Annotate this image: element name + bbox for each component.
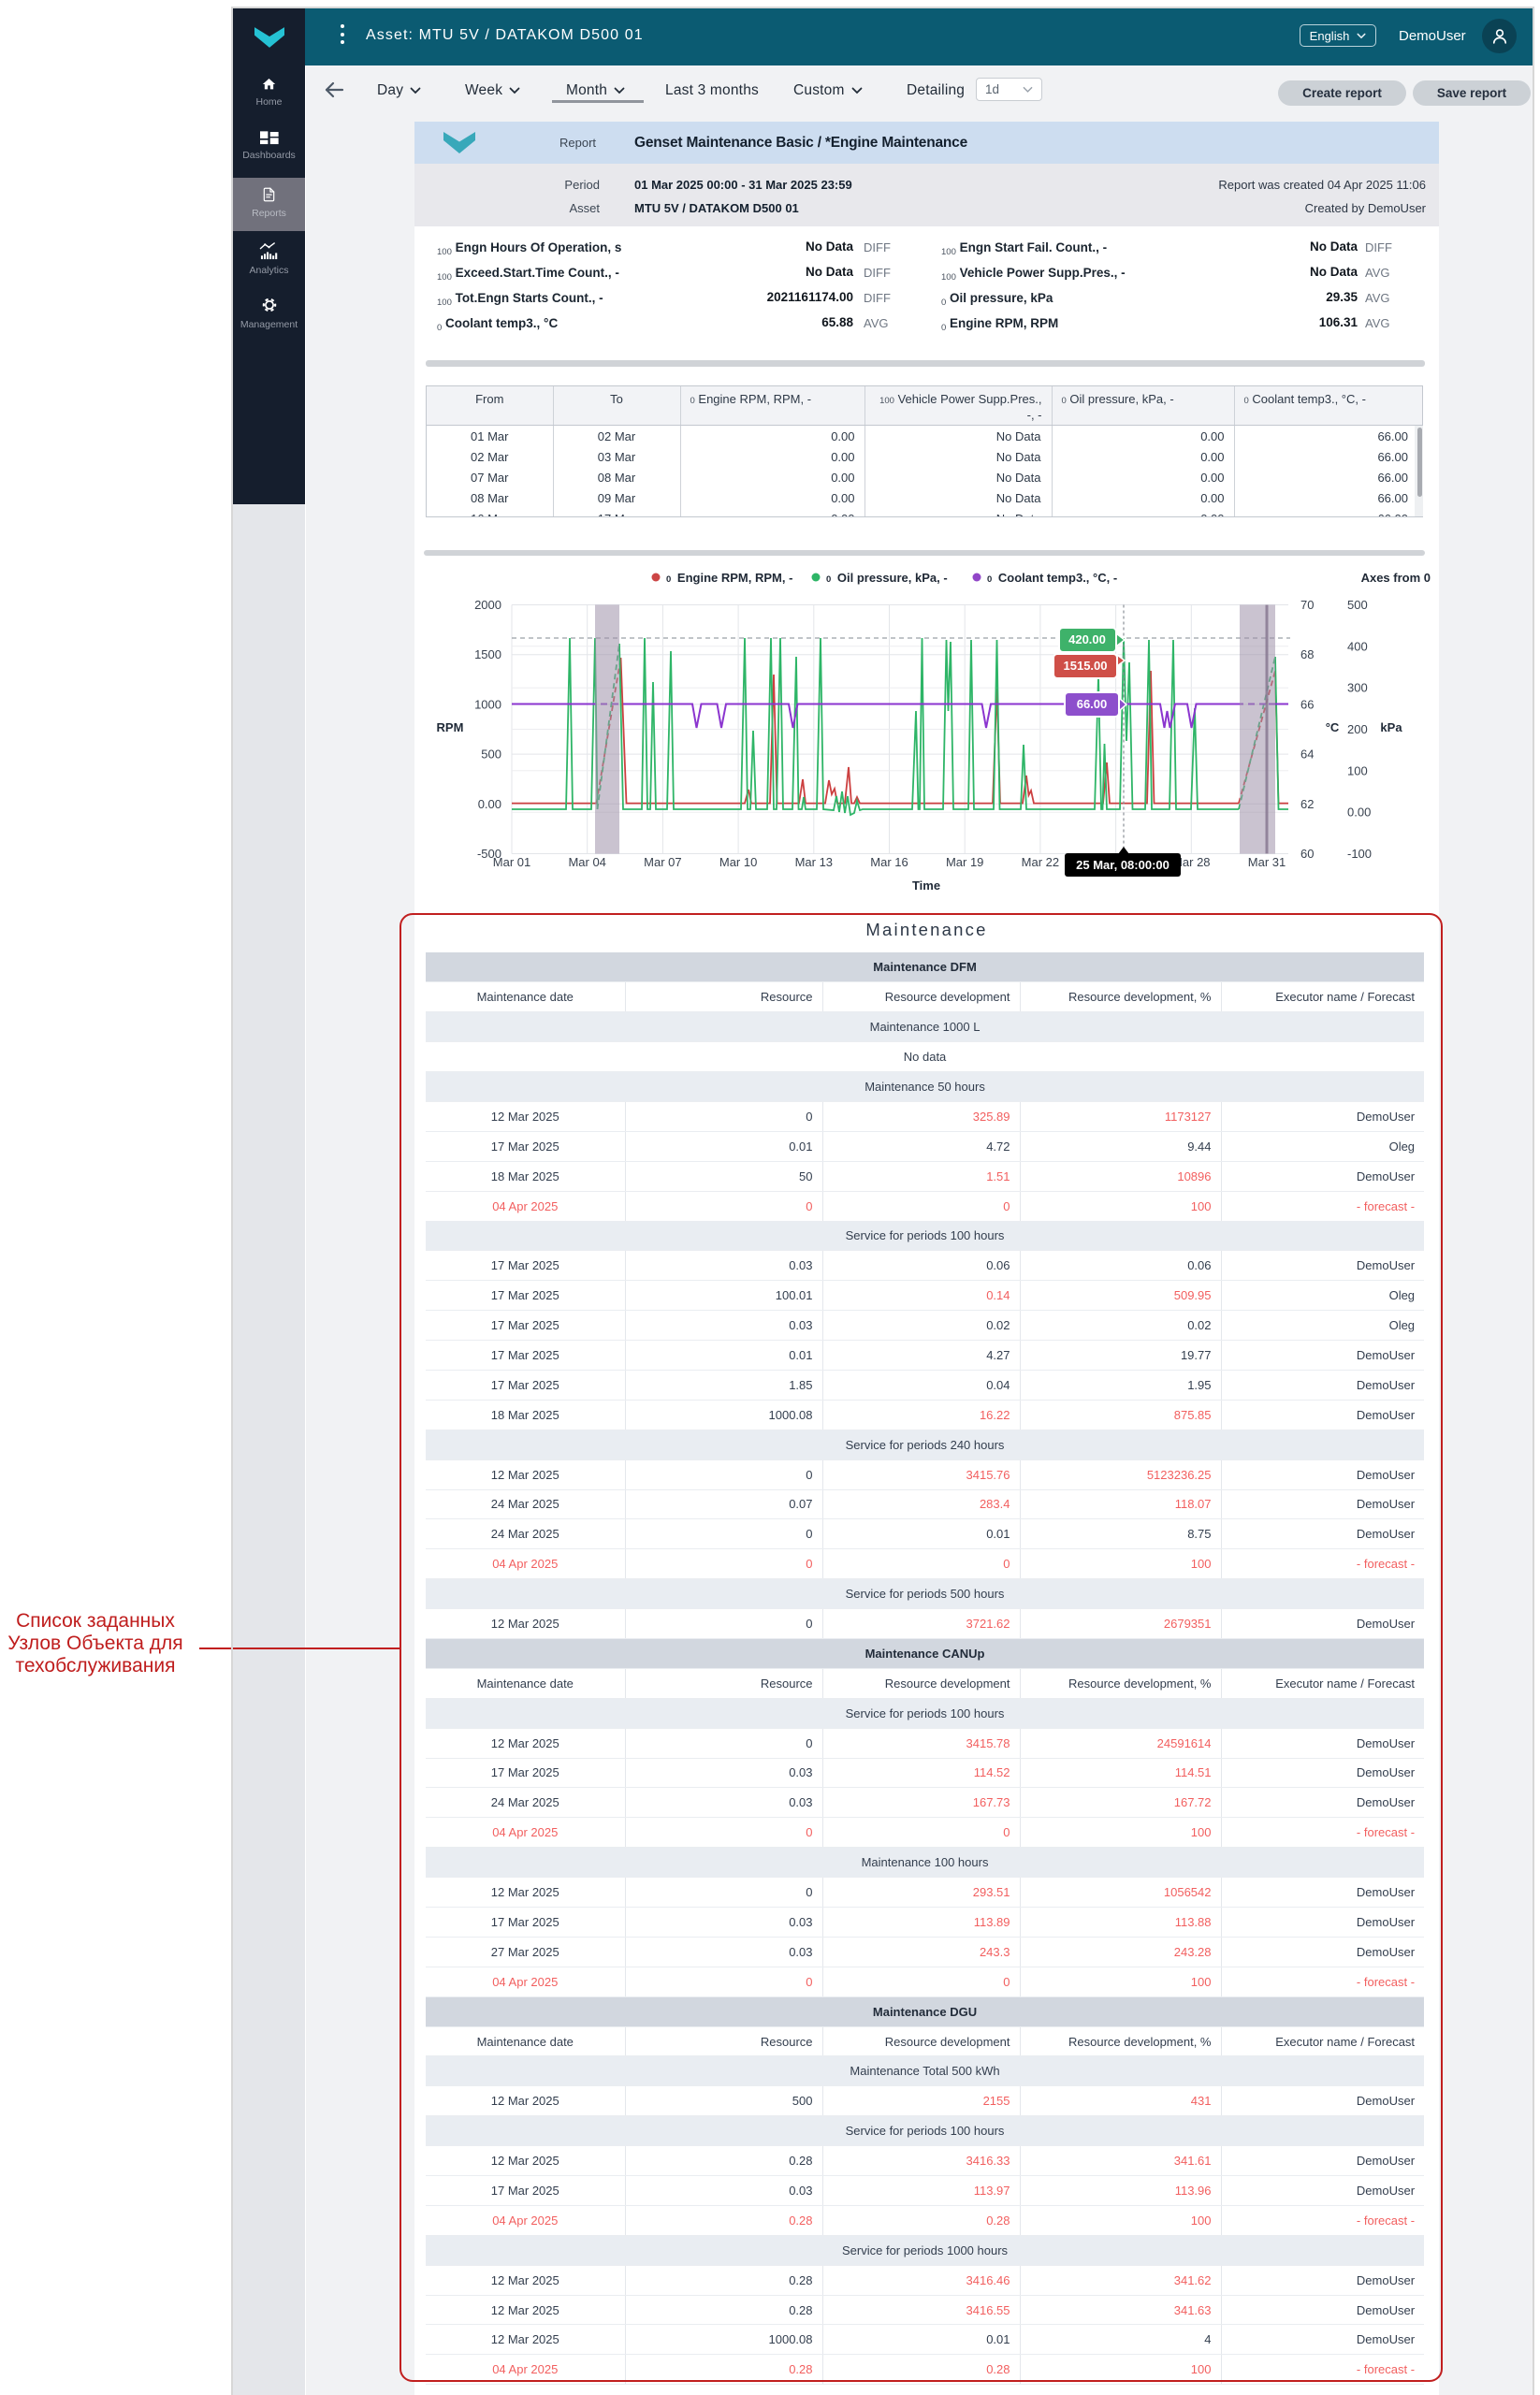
svg-text:Mar 04: Mar 04	[568, 855, 605, 869]
svg-text:62: 62	[1300, 797, 1314, 811]
svg-text:kPa: kPa	[1380, 720, 1402, 734]
svg-text:66.00: 66.00	[1077, 697, 1108, 711]
svg-text:0.00: 0.00	[478, 797, 501, 811]
svg-text:70: 70	[1300, 598, 1314, 612]
svg-text:-100: -100	[1347, 847, 1372, 861]
svg-text:Mar 01: Mar 01	[493, 855, 530, 869]
svg-text:Mar 07: Mar 07	[644, 855, 681, 869]
svg-text:Mar 31: Mar 31	[1248, 855, 1286, 869]
svg-text:2000: 2000	[474, 598, 501, 612]
svg-text:68: 68	[1300, 647, 1314, 661]
svg-text:°C: °C	[1326, 720, 1340, 734]
svg-text:Axes from 0: Axes from 0	[1361, 571, 1431, 585]
svg-text:500: 500	[1347, 598, 1368, 612]
svg-text:66: 66	[1300, 697, 1314, 711]
svg-text:420.00: 420.00	[1068, 632, 1106, 646]
svg-text:1000: 1000	[474, 697, 501, 711]
svg-text:100: 100	[1347, 763, 1368, 777]
svg-text:1515.00: 1515.00	[1064, 659, 1108, 673]
svg-text:Mar 13: Mar 13	[795, 855, 833, 869]
svg-text:64: 64	[1300, 748, 1314, 762]
svg-text:Mar 28: Mar 28	[1172, 855, 1210, 869]
svg-text:60: 60	[1300, 847, 1314, 861]
svg-text:0 Engine RPM, RPM, -: 0 Engine RPM, RPM, -	[666, 571, 792, 585]
svg-text:0.00: 0.00	[1347, 806, 1371, 820]
svg-text:Mar 19: Mar 19	[946, 855, 983, 869]
svg-text:0 Coolant temp3., °C, -: 0 Coolant temp3., °C, -	[987, 571, 1117, 585]
svg-text:RPM: RPM	[437, 720, 464, 734]
svg-text:0 Oil pressure, kPa, -: 0 Oil pressure, kPa, -	[826, 571, 948, 585]
svg-text:25 Mar, 08:00:00: 25 Mar, 08:00:00	[1076, 858, 1170, 872]
svg-text:-500: -500	[477, 847, 501, 861]
svg-text:500: 500	[481, 748, 501, 762]
svg-text:Time: Time	[912, 878, 940, 893]
svg-text:200: 200	[1347, 722, 1368, 736]
svg-text:1500: 1500	[474, 647, 501, 661]
svg-text:Mar 16: Mar 16	[870, 855, 908, 869]
svg-text:Mar 10: Mar 10	[719, 855, 757, 869]
svg-text:400: 400	[1347, 639, 1368, 653]
svg-text:300: 300	[1347, 681, 1368, 695]
svg-text:Mar 22: Mar 22	[1022, 855, 1059, 869]
